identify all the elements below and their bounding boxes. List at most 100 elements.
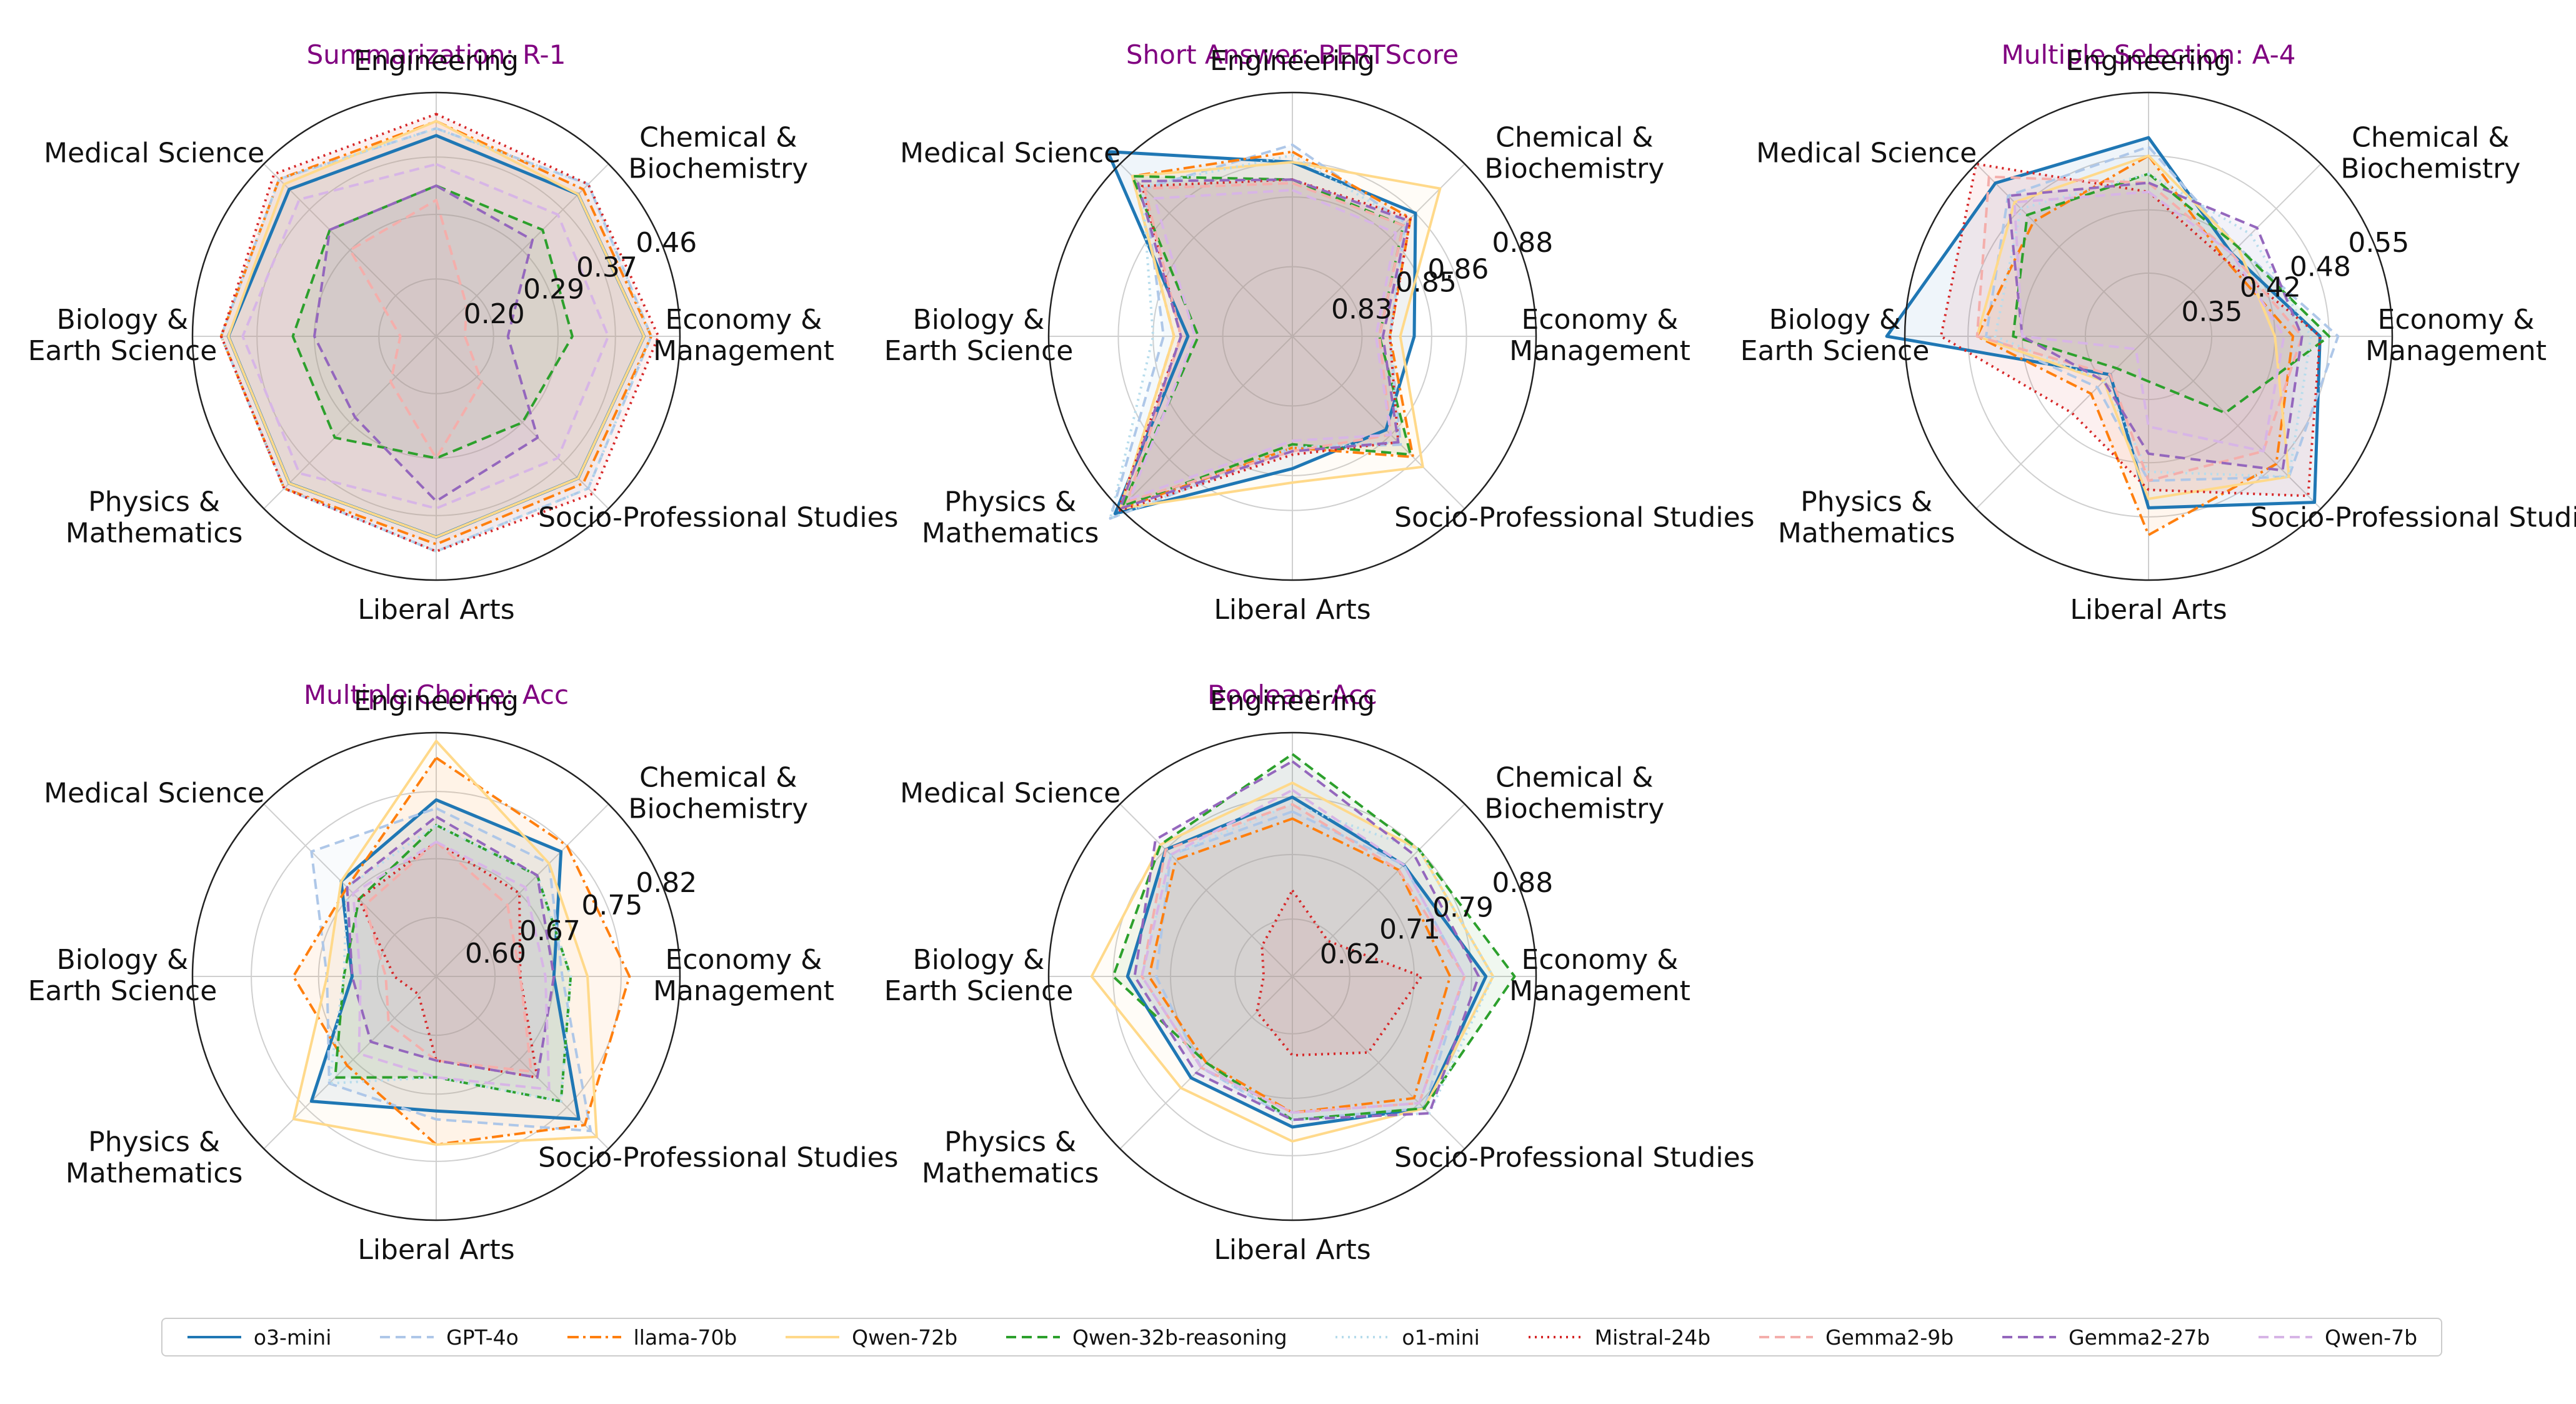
series-line-qwen-72b bbox=[292, 740, 598, 1146]
radial-tick-label: 0.60 bbox=[465, 938, 526, 970]
grid-spoke bbox=[2148, 163, 2322, 337]
radial-tick-label: 0.79 bbox=[1432, 891, 1494, 923]
series-fill-qwen-7b bbox=[352, 841, 549, 1090]
series-fill-gemma2-9b bbox=[364, 841, 532, 1072]
series-fill-gpt-4o bbox=[1986, 146, 2339, 481]
legend-item-qwen-32b-reasoning: Qwen-32b-reasoning bbox=[1005, 1325, 1287, 1350]
series-line-gemma2-27b bbox=[313, 184, 539, 503]
series-fill-qwen-32b-reasoning bbox=[292, 186, 572, 458]
radial-tick-label: 0.88 bbox=[1492, 227, 1553, 259]
chart-title: Multiple Selection: A-4 bbox=[2002, 39, 2296, 70]
series-fill-qwen-32b-reasoning bbox=[335, 825, 571, 1101]
radial-tick-label: 0.55 bbox=[2348, 227, 2409, 259]
legend-label: llama-70b bbox=[633, 1325, 737, 1350]
legend-swatch bbox=[187, 1336, 241, 1338]
legend-label: GPT-4o bbox=[446, 1325, 519, 1350]
radial-tick-label: 0.46 bbox=[636, 227, 697, 259]
series-line-qwen-72b bbox=[1975, 154, 2290, 500]
grid-spoke bbox=[1975, 336, 2149, 509]
series-group bbox=[219, 113, 660, 553]
series-line-qwen-7b bbox=[351, 840, 551, 1091]
category-label-chemical-biochemistry: Chemical & Biochemistry bbox=[1484, 762, 1664, 825]
series-fill-gemma2-27b bbox=[314, 186, 538, 501]
legend-swatch bbox=[2258, 1336, 2312, 1338]
grid-spoke bbox=[436, 803, 609, 977]
grid-spoke bbox=[1119, 803, 1293, 977]
category-label-socio-professional-studies: Socio-Professional Studies bbox=[1394, 1141, 1755, 1173]
outer-frame bbox=[1047, 731, 1537, 1221]
category-label-socio-professional-studies: Socio-Professional Studies bbox=[1394, 501, 1755, 533]
outer-frame bbox=[1047, 91, 1537, 581]
category-label-medical-science: Medical Science bbox=[44, 138, 264, 169]
series-line-o1-mini bbox=[1994, 173, 2312, 478]
series-line-o3-mini bbox=[1126, 795, 1488, 1129]
series-line-gemma2-9b bbox=[1975, 175, 2304, 483]
legend-swatch bbox=[1759, 1336, 1813, 1338]
series-line-o3-mini bbox=[1885, 136, 2322, 509]
series-line-qwen-32b-reasoning bbox=[2012, 173, 2330, 414]
legend-item-gemma2-27b: Gemma2-27b bbox=[2001, 1325, 2210, 1350]
radial-tick-label: 0.75 bbox=[581, 890, 642, 921]
series-group bbox=[292, 740, 631, 1146]
series-line-gpt-4o bbox=[1985, 145, 2340, 483]
legend-swatch bbox=[1335, 1336, 1390, 1338]
category-label-economy-management: Economy & Management bbox=[2365, 304, 2547, 367]
series-line-qwen-7b bbox=[1129, 189, 1397, 500]
category-label-biology-earth-science: Biology & Earth Science bbox=[28, 944, 217, 1007]
legend-label: Gemma2-27b bbox=[2068, 1325, 2210, 1350]
category-label-engineering: Engineering bbox=[354, 45, 519, 77]
series-line-qwen-72b bbox=[1119, 161, 1442, 510]
radar-chart-5: Boolean: Acc 0.620.710.790.88 Engineering C… bbox=[884, 679, 1755, 1266]
legend-label: Mistral-24b bbox=[1594, 1325, 1711, 1350]
legend-item-qwen-72b: Qwen-72b bbox=[784, 1325, 957, 1350]
series-line-gemma2-9b bbox=[363, 840, 533, 1073]
series-fill-mistral-24b bbox=[1940, 164, 2320, 496]
category-label-economy-management: Economy & Management bbox=[1509, 944, 1690, 1007]
radial-tick-label: 0.85 bbox=[1395, 267, 1457, 299]
legend-item-qwen-7b: Qwen-7b bbox=[2257, 1325, 2417, 1350]
legend-label: o3-mini bbox=[253, 1325, 332, 1350]
category-label-engineering: Engineering bbox=[2066, 45, 2231, 77]
legend-swatch bbox=[1006, 1336, 1060, 1338]
category-label-liberal-arts: Liberal Arts bbox=[357, 1234, 514, 1266]
legend-label: o1-mini bbox=[1402, 1325, 1480, 1350]
grid-spoke bbox=[436, 163, 609, 337]
grid-spoke bbox=[1292, 336, 1465, 509]
series-fill-gemma2-27b bbox=[1120, 179, 1409, 509]
radar-chart-1: Summarization: R-1 0.200.290.370.46 Engine… bbox=[28, 39, 899, 626]
legend-swatch bbox=[567, 1336, 621, 1338]
category-label-biology-earth-science: Biology & Earth Science bbox=[884, 304, 1074, 367]
radar-chart-2: Short Answer: BERTScore 0.830.850.860.88 E… bbox=[884, 39, 1755, 626]
radial-tick-label: 0.86 bbox=[1427, 253, 1489, 285]
chart-title: Short Answer: BERTScore bbox=[1126, 39, 1459, 70]
series-fill-gpt-4o bbox=[1156, 811, 1465, 1120]
grid-spoke bbox=[1292, 803, 1465, 977]
grid-spoke bbox=[263, 163, 437, 337]
radar-chart-4: Multiple Choice: Acc 0.600.670.750.82 Engi… bbox=[28, 679, 899, 1266]
category-label-liberal-arts: Liberal Arts bbox=[1214, 1234, 1370, 1266]
series-fill-llama-70b bbox=[1149, 818, 1450, 1113]
series-line-mistral-24b bbox=[1939, 163, 2322, 498]
radial-tick-label: 0.62 bbox=[1320, 938, 1381, 970]
category-label-chemical-biochemistry: Chemical & Biochemistry bbox=[628, 122, 808, 185]
series-fill-o3-mini bbox=[1127, 797, 1486, 1127]
series-fill-gpt-4o bbox=[311, 808, 591, 1131]
chart-title: Boolean: Acc bbox=[1207, 679, 1377, 710]
category-label-liberal-arts: Liberal Arts bbox=[2070, 594, 2227, 626]
series-fill-gemma2-27b bbox=[347, 816, 554, 1078]
outer-frame bbox=[1904, 91, 2394, 581]
radial-tick-label: 0.35 bbox=[2181, 296, 2242, 328]
legend-label: Qwen-32b-reasoning bbox=[1072, 1325, 1287, 1350]
category-label-physics-mathematics: Physics & Mathematics bbox=[922, 1126, 1099, 1189]
series-line-gpt-4o bbox=[310, 807, 592, 1133]
legend-item-o1-mini: o1-mini bbox=[1334, 1325, 1480, 1350]
chart-title: Multiple Choice: Acc bbox=[304, 679, 569, 710]
radar-chart-3: Multiple Selection: A-4 0.350.420.480.55 E… bbox=[1740, 39, 2576, 626]
legend-swatch bbox=[2002, 1336, 2056, 1338]
category-label-biology-earth-science: Biology & Earth Science bbox=[1740, 304, 1930, 367]
series-fill-gemma2-9b bbox=[1142, 804, 1465, 1113]
outer-frame bbox=[191, 91, 681, 581]
series-fill-qwen-72b bbox=[228, 121, 644, 538]
radial-tick-label: 0.37 bbox=[576, 251, 637, 283]
